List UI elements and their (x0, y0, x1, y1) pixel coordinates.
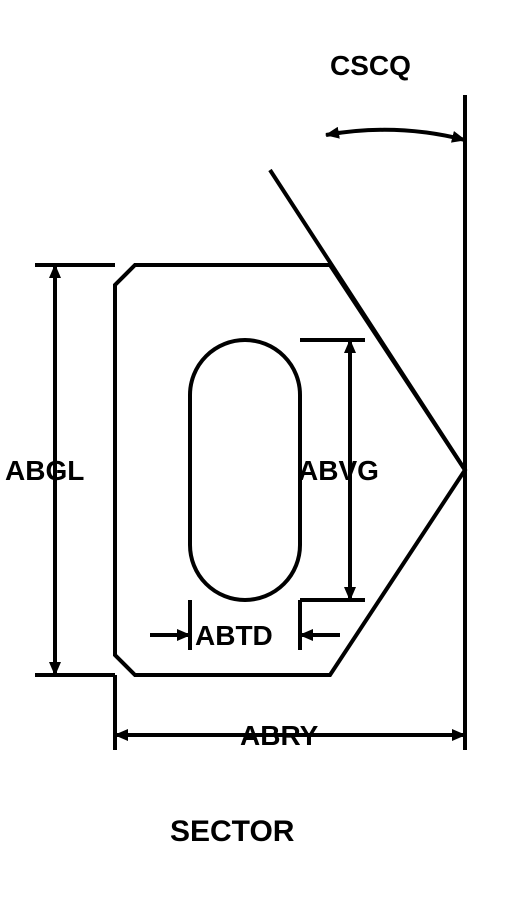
label-abtd: ABTD (195, 620, 273, 652)
label-abry: ABRY (240, 720, 318, 752)
sector-diagram (0, 0, 510, 900)
sector-outline (115, 265, 465, 675)
label-cscq: CSCQ (330, 50, 411, 82)
diagram-title: SECTOR (170, 815, 294, 849)
label-abvg: ABVG (298, 455, 379, 487)
slot-outline (190, 340, 300, 600)
label-abgl: ABGL (5, 455, 84, 487)
dim-abry (115, 470, 465, 750)
